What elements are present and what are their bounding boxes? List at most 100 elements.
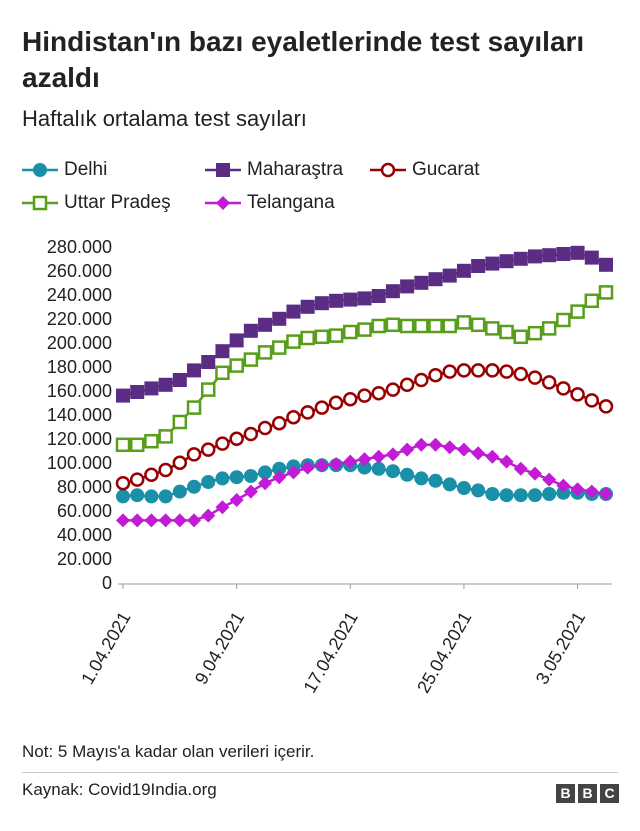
marker — [172, 455, 188, 471]
series — [115, 363, 614, 491]
marker — [215, 365, 230, 381]
marker — [130, 385, 145, 399]
series — [115, 285, 614, 453]
marker — [570, 304, 585, 319]
marker — [300, 460, 315, 475]
marker — [556, 485, 571, 500]
marker — [115, 475, 131, 491]
y-tick-label: 160.000 — [47, 381, 112, 401]
marker — [329, 457, 344, 471]
marker — [442, 318, 457, 334]
marker — [385, 284, 400, 299]
legend-label: Gucarat — [412, 159, 480, 180]
y-tick-label: 140.000 — [47, 405, 112, 425]
marker — [229, 470, 244, 485]
marker — [144, 513, 159, 528]
marker — [243, 323, 258, 338]
marker — [570, 482, 585, 497]
chart-title: Hindistan'ın bazı eyaletlerinde test say… — [22, 26, 585, 93]
marker — [216, 163, 230, 177]
legend-icon — [22, 195, 58, 211]
y-tick-label: 220.000 — [47, 309, 112, 329]
legend-label: Uttar Pradeş — [64, 192, 171, 213]
marker — [116, 513, 130, 528]
marker — [470, 317, 486, 333]
marker — [499, 254, 514, 269]
x-tick-label: 3.05.2021 — [532, 608, 589, 687]
marker — [215, 344, 230, 359]
marker — [442, 268, 457, 283]
marker — [215, 436, 230, 451]
y-tick-label: 0 — [102, 573, 112, 593]
marker — [314, 400, 330, 415]
marker — [229, 333, 244, 348]
marker — [144, 467, 159, 483]
marker — [471, 483, 486, 498]
marker — [357, 291, 372, 306]
marker — [471, 259, 486, 273]
legend-item: Gucarat — [370, 158, 570, 182]
x-tick-label: 1.04.2021 — [77, 608, 134, 687]
marker — [527, 325, 543, 341]
marker — [258, 465, 273, 480]
marker — [272, 461, 287, 476]
marker — [380, 162, 396, 178]
marker — [385, 317, 401, 333]
marker — [399, 377, 415, 393]
marker — [456, 363, 472, 378]
y-tick-label: 100.000 — [47, 453, 112, 473]
legend-item: Maharaştra — [205, 158, 370, 182]
marker — [570, 245, 585, 260]
legend-label: Telangana — [247, 192, 335, 213]
marker — [187, 363, 202, 378]
marker — [570, 387, 585, 402]
legend-icon — [370, 162, 406, 178]
legend-label: Delhi — [64, 159, 108, 180]
marker — [258, 476, 273, 491]
marker — [300, 299, 315, 314]
marker — [357, 452, 372, 467]
marker — [357, 388, 372, 403]
series — [116, 458, 613, 504]
marker — [556, 381, 571, 396]
legend: Delhi Maharaştra Gucarat Uttar Pradeş Telang… — [22, 158, 570, 215]
marker — [243, 352, 259, 367]
marker — [428, 437, 443, 452]
y-tick-label: 60.000 — [57, 501, 112, 521]
marker — [243, 484, 258, 499]
x-tick-label: 17.04.2021 — [300, 608, 362, 696]
marker — [343, 324, 358, 340]
marker — [258, 317, 273, 332]
marker — [200, 382, 216, 397]
marker — [329, 293, 344, 308]
marker — [499, 454, 514, 469]
marker — [314, 296, 329, 311]
marker — [599, 257, 613, 272]
marker — [158, 377, 173, 392]
marker — [399, 318, 415, 334]
marker — [328, 328, 344, 343]
marker — [527, 466, 542, 481]
marker — [229, 431, 244, 447]
legend-icon — [205, 163, 241, 177]
marker — [428, 318, 443, 334]
y-tick-label: 240.000 — [47, 285, 112, 305]
marker — [243, 426, 259, 442]
marker — [144, 489, 159, 504]
marker — [556, 247, 571, 261]
marker — [257, 420, 273, 436]
marker — [272, 340, 287, 355]
marker — [527, 249, 542, 264]
legend-label: Maharaştra — [247, 159, 344, 180]
marker — [371, 385, 386, 401]
marker — [172, 414, 188, 430]
marker — [130, 488, 145, 503]
marker — [272, 470, 287, 485]
marker — [414, 471, 429, 486]
marker — [300, 330, 315, 346]
y-tick-label: 40.000 — [57, 525, 112, 545]
legend-item: Delhi — [22, 158, 205, 182]
marker — [215, 471, 230, 486]
marker — [442, 364, 457, 379]
